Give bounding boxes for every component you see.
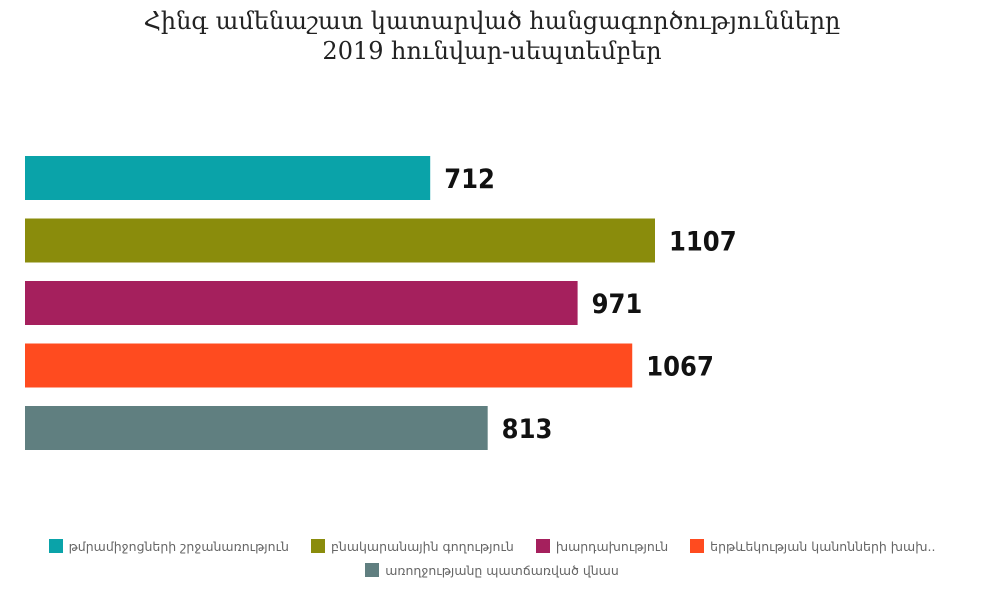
legend-swatch-3 (535, 539, 550, 553)
legend-item-3[interactable]: խարդախություն (535, 537, 669, 555)
legend-swatch-5 (365, 563, 380, 577)
legend-item-2[interactable]: բնակարանային գողություն (310, 537, 514, 555)
legend-label-5: առողջությանը պատճառված վնաս (385, 562, 619, 578)
chart-legend: թմրամիջոցների շրջանառություն բնակարանային… (40, 537, 944, 579)
legend-label-4: երթևեկության կանոնների խախ.. (710, 538, 936, 554)
legend-swatch-4 (690, 539, 705, 553)
chart-title: Հինգ ամենաշատ կատարված հանցագործությունն… (143, 7, 841, 35)
bar-2 (25, 218, 655, 263)
legend-swatch-1 (48, 539, 63, 553)
chart-title-block: Հինգ ամենաշատ կատարված հանցագործությունն… (0, 6, 984, 66)
legend-item-1[interactable]: թմրամիջոցների շրջանառություն (48, 537, 289, 555)
bar-value-label-1: 712 (444, 164, 495, 195)
legend-label-1: թմրամիջոցների շրջանառություն (68, 538, 289, 554)
legend-label-3: խարդախություն (555, 538, 669, 554)
bar-value-label-2: 1107 (669, 227, 737, 258)
legend-item-5[interactable]: առողջությանը պատճառված վնաս (365, 561, 619, 579)
legend-swatch-2 (310, 539, 325, 553)
chart-subtitle: 2019 հունվար-սեպտեմբեր (322, 37, 662, 65)
bar-4 (25, 343, 633, 388)
bar-1 (25, 156, 431, 200)
legend-item-4[interactable]: երթևեկության կանոնների խախ.. (690, 537, 935, 555)
bar-3 (25, 281, 578, 325)
bar-value-label-5: 813 (502, 414, 553, 445)
bar-value-label-4: 1067 (646, 352, 714, 383)
bar-value-label-3: 971 (592, 289, 643, 320)
bar-5 (25, 406, 488, 450)
legend-label-2: բնակարանային գողություն (330, 538, 514, 554)
